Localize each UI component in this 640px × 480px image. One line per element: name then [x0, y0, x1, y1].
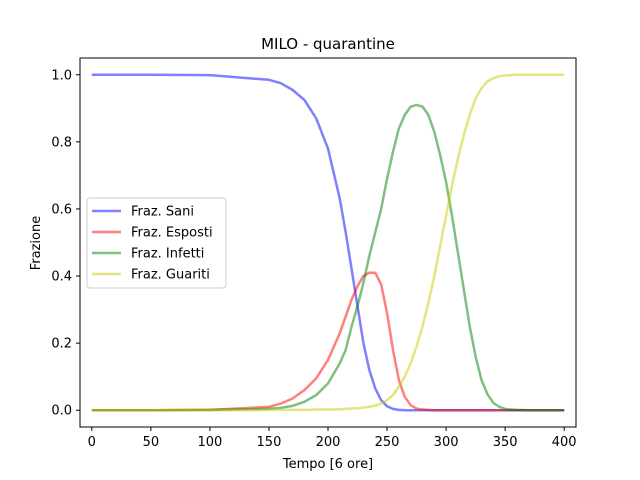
legend-label: Fraz. Infetti [131, 247, 204, 262]
x-tick-label: 250 [375, 435, 400, 450]
x-tick-label: 200 [316, 435, 341, 450]
y-tick-label: 0.4 [51, 270, 72, 285]
y-tick-label: 0.8 [51, 135, 72, 150]
x-axis-label: Tempo [6 ore] [282, 457, 373, 472]
x-tick-label: 0 [88, 435, 96, 450]
chart-title: MILO - quarantine [261, 35, 395, 53]
x-tick-label: 350 [493, 435, 518, 450]
legend-label: Fraz. Sani [131, 205, 194, 220]
series-line-2 [91, 271, 565, 412]
y-tick-label: 0.6 [51, 202, 72, 217]
legend-box [86, 197, 227, 289]
x-tick-label: 50 [143, 435, 160, 450]
x-tick-label: 100 [197, 435, 222, 450]
series-line-3 [91, 103, 565, 412]
y-tick-label: 1.0 [51, 68, 72, 83]
x-tick-label: 300 [434, 435, 459, 450]
legend-label: Fraz. Guariti [131, 268, 210, 283]
x-tick-label: 150 [257, 435, 282, 450]
y-tick-label: 0.2 [51, 337, 72, 352]
plot-area: 0 50 100 150 200 250 300 350 400 0.0 0.2 0.4 0.6 0.8 1… [51, 57, 577, 450]
y-axis-label: Frazione [29, 216, 44, 270]
y-tick-label: 0.0 [51, 404, 72, 419]
legend-label: Fraz. Esposti [131, 226, 213, 241]
x-tick-label: 400 [552, 435, 577, 450]
legend: Fraz. Sani Fraz. Esposti Fraz. Infetti Fraz… [86, 197, 227, 289]
series-line-4 [91, 73, 565, 412]
